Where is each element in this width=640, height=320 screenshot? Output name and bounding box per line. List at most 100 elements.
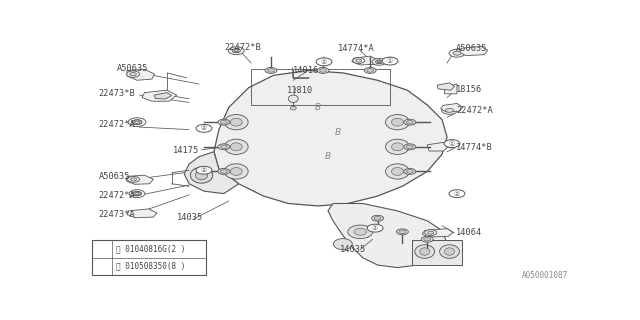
Polygon shape	[154, 92, 172, 99]
Polygon shape	[352, 56, 379, 65]
Circle shape	[356, 59, 362, 62]
Circle shape	[134, 121, 140, 124]
Circle shape	[196, 124, 212, 132]
Polygon shape	[142, 90, 177, 101]
Ellipse shape	[392, 118, 403, 126]
Text: ①: ①	[387, 58, 393, 64]
Circle shape	[406, 170, 413, 173]
Circle shape	[367, 224, 383, 232]
Circle shape	[220, 145, 227, 148]
Circle shape	[353, 58, 365, 64]
Polygon shape	[328, 204, 447, 268]
Polygon shape	[214, 70, 447, 206]
Ellipse shape	[440, 245, 460, 258]
Polygon shape	[127, 69, 154, 80]
Circle shape	[218, 144, 230, 150]
Text: ①: ①	[99, 247, 105, 252]
Circle shape	[444, 141, 458, 148]
Ellipse shape	[392, 167, 403, 175]
Circle shape	[96, 246, 109, 252]
Text: ①: ①	[449, 140, 455, 147]
Ellipse shape	[225, 139, 248, 155]
Ellipse shape	[190, 167, 212, 183]
Circle shape	[406, 145, 413, 148]
Text: Ⓑ 01040816G(2 ): Ⓑ 01040816G(2 )	[116, 244, 186, 253]
Circle shape	[445, 108, 454, 112]
Circle shape	[130, 73, 136, 76]
Circle shape	[376, 60, 383, 64]
Circle shape	[129, 190, 145, 197]
Ellipse shape	[420, 248, 429, 255]
Circle shape	[428, 231, 434, 234]
Circle shape	[447, 143, 454, 146]
Circle shape	[404, 144, 416, 150]
Text: 14035: 14035	[340, 245, 367, 254]
Text: B: B	[335, 128, 341, 137]
Circle shape	[404, 169, 416, 174]
Text: 22473*A: 22473*A	[99, 210, 136, 219]
Ellipse shape	[392, 143, 403, 151]
Text: ②: ②	[201, 167, 207, 173]
Ellipse shape	[415, 245, 435, 258]
Circle shape	[232, 49, 240, 53]
Text: A50635: A50635	[117, 64, 148, 73]
Circle shape	[396, 229, 408, 235]
Circle shape	[135, 193, 140, 195]
Ellipse shape	[225, 164, 248, 179]
Polygon shape	[127, 209, 157, 218]
Ellipse shape	[230, 167, 242, 175]
Text: B: B	[315, 103, 321, 112]
Text: ②: ②	[372, 225, 378, 231]
Circle shape	[128, 118, 146, 127]
Text: 14774*B: 14774*B	[456, 143, 493, 152]
Circle shape	[374, 217, 381, 220]
Text: A050001087: A050001087	[522, 271, 568, 280]
Bar	[92, 240, 207, 275]
Ellipse shape	[288, 95, 298, 102]
Circle shape	[132, 120, 141, 124]
Circle shape	[234, 50, 238, 52]
Circle shape	[399, 230, 406, 234]
Circle shape	[196, 166, 212, 174]
Circle shape	[447, 143, 454, 146]
Ellipse shape	[195, 171, 208, 180]
Circle shape	[127, 71, 140, 77]
Text: 14035: 14035	[177, 213, 203, 222]
Circle shape	[220, 120, 227, 124]
Ellipse shape	[385, 164, 410, 179]
Text: ②: ②	[321, 59, 327, 65]
Circle shape	[319, 69, 326, 72]
Ellipse shape	[445, 248, 454, 255]
Circle shape	[406, 120, 413, 124]
Circle shape	[132, 191, 141, 196]
Text: ②: ②	[454, 191, 460, 196]
Circle shape	[127, 176, 140, 182]
Polygon shape	[459, 46, 488, 56]
Ellipse shape	[291, 106, 296, 110]
Circle shape	[131, 178, 136, 181]
Circle shape	[424, 237, 431, 241]
Text: 11810: 11810	[287, 86, 314, 95]
Polygon shape	[445, 84, 457, 94]
Circle shape	[449, 143, 452, 145]
Circle shape	[218, 169, 230, 174]
Circle shape	[218, 119, 230, 125]
Circle shape	[372, 58, 386, 65]
Polygon shape	[440, 103, 463, 112]
Circle shape	[265, 68, 277, 73]
Circle shape	[96, 263, 109, 269]
Text: 14175: 14175	[173, 146, 199, 155]
Circle shape	[364, 68, 376, 73]
Polygon shape	[437, 83, 454, 90]
Polygon shape	[184, 152, 239, 194]
Circle shape	[378, 61, 381, 63]
Text: B: B	[325, 152, 331, 161]
Text: 18156: 18156	[456, 85, 482, 94]
Circle shape	[376, 60, 383, 64]
Ellipse shape	[230, 143, 242, 151]
Ellipse shape	[348, 225, 372, 239]
Ellipse shape	[230, 118, 242, 126]
Circle shape	[382, 57, 398, 65]
Circle shape	[132, 120, 142, 124]
Circle shape	[133, 192, 141, 196]
